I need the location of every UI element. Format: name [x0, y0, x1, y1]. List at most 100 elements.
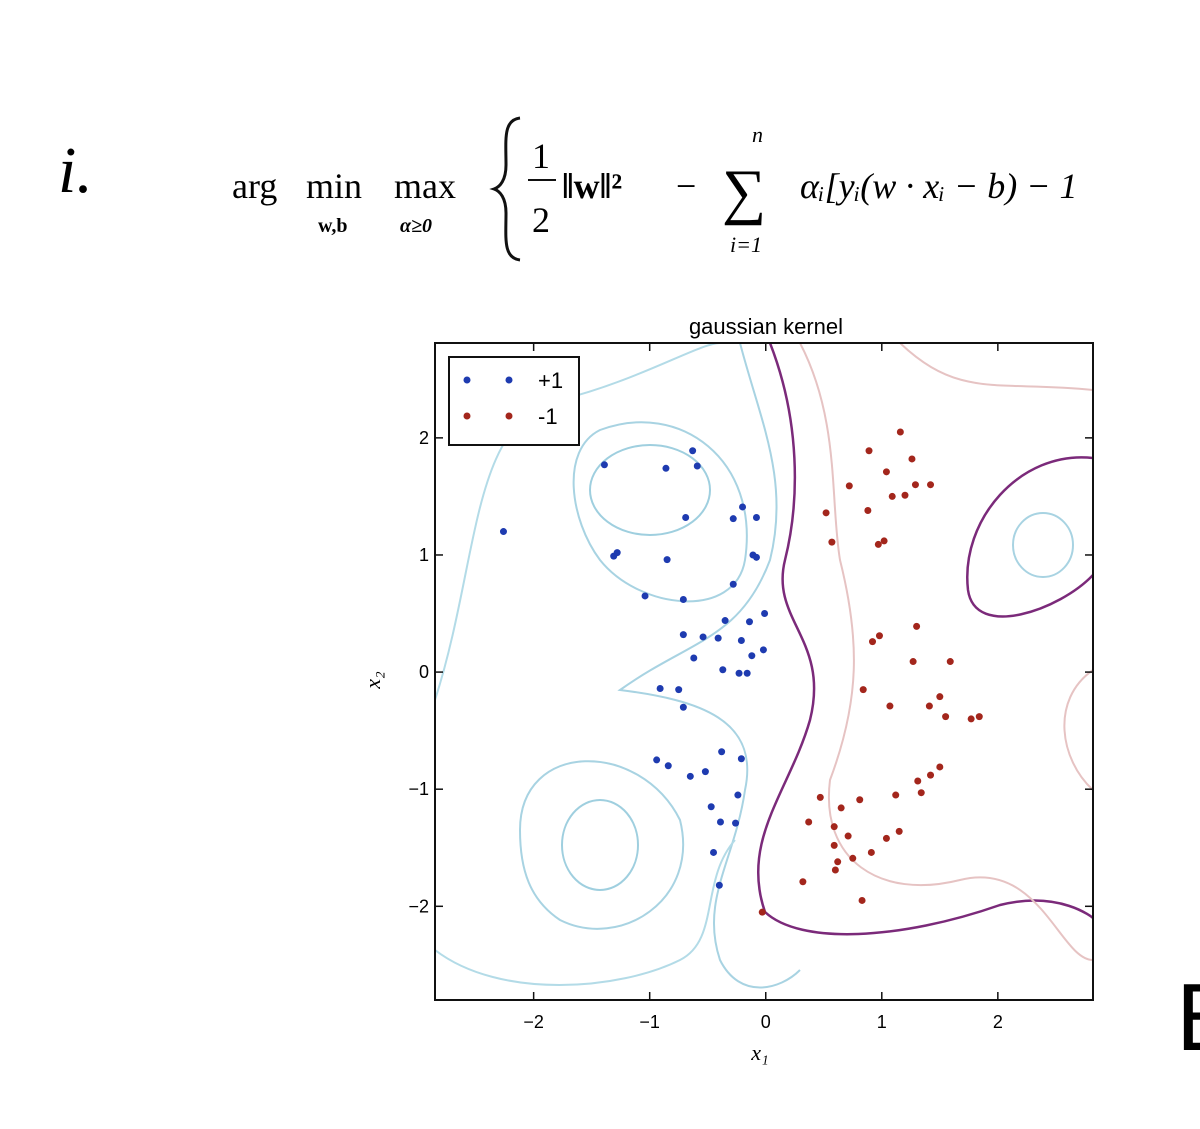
legend-marker	[463, 376, 471, 384]
point	[837, 804, 845, 812]
point	[913, 622, 921, 630]
formula-rest: αᵢ[yᵢ(w · xᵢ − b) − 1	[800, 166, 1078, 206]
x-tick-label: −1	[639, 1012, 660, 1032]
point	[869, 638, 877, 646]
point	[925, 702, 933, 710]
formula-minus: −	[676, 166, 696, 206]
x-axis-label: x₁	[750, 1040, 768, 1065]
formula-min-sub: w,b	[318, 215, 347, 237]
x-tick-label: 2	[993, 1012, 1003, 1032]
point	[875, 632, 883, 640]
point	[729, 580, 737, 588]
contour	[1063, 669, 1093, 791]
formula-norm: ‖w‖²	[562, 166, 622, 206]
x-tick-label: 0	[761, 1012, 771, 1032]
point	[859, 686, 867, 694]
point	[682, 513, 690, 521]
point	[886, 702, 894, 710]
point	[927, 771, 935, 779]
legend-label: +1	[538, 368, 563, 393]
point	[882, 468, 890, 476]
point	[679, 595, 687, 603]
point	[600, 461, 608, 469]
point	[830, 823, 838, 831]
contour	[435, 839, 736, 986]
point	[675, 686, 683, 694]
point	[830, 841, 838, 849]
point	[663, 556, 671, 564]
point	[858, 896, 866, 904]
formula-sum: ∑	[722, 158, 766, 226]
point	[946, 658, 954, 666]
point	[761, 610, 769, 618]
point	[911, 481, 919, 489]
contour	[1012, 512, 1074, 578]
point	[882, 834, 890, 842]
point	[864, 506, 872, 514]
point	[927, 481, 935, 489]
point	[732, 819, 740, 827]
point	[613, 549, 621, 557]
point	[834, 858, 842, 866]
contour	[617, 343, 801, 989]
contour	[589, 444, 711, 536]
point	[816, 793, 824, 801]
point	[856, 796, 864, 804]
point	[805, 818, 813, 826]
point	[867, 848, 875, 856]
point	[936, 763, 944, 771]
point	[499, 528, 507, 536]
point	[716, 818, 724, 826]
point	[888, 492, 896, 500]
point	[748, 652, 756, 660]
point	[729, 515, 737, 523]
y-axis-label: x₂	[360, 671, 385, 690]
point	[758, 908, 766, 916]
x-tick-label: −2	[523, 1012, 544, 1032]
y-tick-label: −2	[408, 896, 429, 916]
point	[701, 768, 709, 776]
point	[656, 684, 664, 692]
point	[699, 633, 707, 641]
point	[690, 654, 698, 662]
point	[845, 482, 853, 490]
y-tick-label: 2	[419, 428, 429, 448]
y-tick-label: 1	[419, 545, 429, 565]
legend-label: -1	[538, 404, 558, 429]
point	[664, 762, 672, 770]
point	[914, 777, 922, 785]
formula-max-sub: α≥0	[400, 215, 432, 237]
point	[880, 537, 888, 545]
decision-boundary	[756, 343, 1093, 936]
point	[710, 848, 718, 856]
point	[799, 878, 807, 886]
item-label: i.	[58, 134, 93, 207]
point	[759, 646, 767, 654]
point	[844, 832, 852, 840]
contour	[899, 343, 1093, 391]
formula-sum-bottom: i=1	[730, 232, 762, 257]
brace	[489, 116, 521, 262]
legend-marker	[463, 412, 471, 420]
point	[641, 592, 649, 600]
point	[718, 748, 726, 756]
contour	[561, 799, 639, 891]
formula-min: min	[306, 166, 362, 206]
point	[737, 755, 745, 763]
point	[715, 881, 723, 889]
point	[822, 509, 830, 517]
point	[967, 715, 975, 723]
point	[719, 666, 727, 674]
point	[752, 513, 760, 521]
y-tick-label: −1	[408, 779, 429, 799]
contour	[518, 760, 685, 930]
point	[739, 503, 747, 511]
point	[662, 464, 670, 472]
legend	[448, 356, 580, 446]
point	[707, 803, 715, 811]
point	[734, 791, 742, 799]
point	[752, 553, 760, 561]
point	[745, 618, 753, 626]
point	[679, 631, 687, 639]
